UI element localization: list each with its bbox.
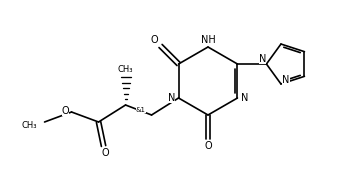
Text: O: O (151, 35, 159, 45)
Text: N: N (241, 93, 248, 103)
Text: NH: NH (201, 35, 215, 45)
Text: O: O (102, 148, 109, 158)
Text: O: O (62, 106, 69, 116)
Text: N: N (168, 93, 175, 103)
Text: &1: &1 (136, 107, 146, 113)
Text: CH₃: CH₃ (21, 122, 36, 130)
Text: N: N (282, 75, 290, 85)
Text: O: O (204, 141, 212, 151)
Text: N: N (259, 54, 266, 64)
Text: CH₃: CH₃ (118, 65, 133, 75)
